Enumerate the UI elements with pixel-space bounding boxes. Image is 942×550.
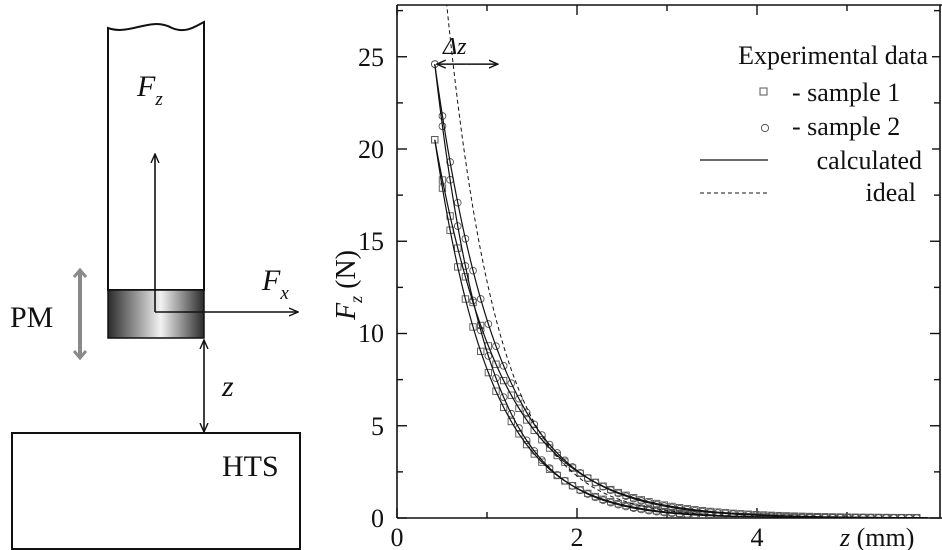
data-point-square <box>507 417 515 426</box>
y-tick-label-3: 15 <box>358 227 384 256</box>
data-point-square <box>454 263 462 271</box>
hts-label: HTS <box>222 450 279 483</box>
y-tick-label-0: 0 <box>371 504 384 533</box>
delta-z-label: Δz <box>442 34 467 60</box>
data-point-square <box>477 347 485 356</box>
data-point-square <box>461 295 470 303</box>
data-point-square <box>492 387 500 395</box>
data-point-circle <box>545 464 554 472</box>
data-point-circle <box>583 474 592 482</box>
data-point-circle <box>499 393 508 402</box>
data-point-square <box>461 273 470 281</box>
y-tick-label-2: 10 <box>358 319 384 348</box>
data-point-square <box>500 376 508 385</box>
legend-title: Experimental data <box>738 41 928 70</box>
legend: Experimental data - sample 1 - sample 2 … <box>660 36 932 208</box>
data-point-circle <box>599 482 607 491</box>
rod-body <box>107 20 205 291</box>
data-point-circle <box>568 482 577 490</box>
data-point-square <box>522 416 531 424</box>
x-tick-label-1: 2 <box>571 523 584 550</box>
data-point-square <box>507 391 515 399</box>
legend-sample2: - sample 2 <box>792 112 900 141</box>
data-point-square <box>500 403 508 412</box>
x-tick-label-2: 4 <box>751 523 764 550</box>
x-tick-label-0: 0 <box>391 523 404 550</box>
gap-label: z <box>221 370 234 403</box>
data-point-square <box>484 368 492 377</box>
fz-label: Fz <box>136 70 163 110</box>
fx-label: Fx <box>261 264 289 304</box>
data-point-circle <box>469 266 477 275</box>
data-point-circle <box>507 409 516 418</box>
data-point-circle <box>461 234 470 243</box>
legend-ideal: ideal <box>865 178 916 207</box>
data-point-circle <box>576 486 585 495</box>
permanent-magnet <box>107 289 205 339</box>
pm-label: PM <box>10 301 53 334</box>
data-series <box>430 5 928 518</box>
data-point-circle <box>560 476 569 485</box>
legend-square-marker <box>759 87 768 96</box>
data-point-circle <box>560 456 569 465</box>
legend-calculated: calculated <box>817 146 922 175</box>
data-point-square <box>454 244 462 252</box>
x-axis-title: z (mm) <box>839 523 914 550</box>
y-tick-label-4: 20 <box>358 135 384 164</box>
data-point-circle <box>476 295 485 303</box>
data-point-square <box>438 176 447 184</box>
legend-sample1: - sample 1 <box>792 78 900 107</box>
data-point-circle <box>515 394 523 403</box>
data-point-circle <box>522 408 531 417</box>
data-point-circle <box>499 361 508 370</box>
data-point-square <box>469 323 477 331</box>
data-point-square <box>515 404 523 412</box>
hts-sample <box>11 432 301 550</box>
data-point-square <box>530 426 538 435</box>
data-point-circle <box>553 471 562 479</box>
ideal-curve <box>446 5 928 518</box>
data-point-circle <box>606 486 615 495</box>
data-point-circle <box>568 463 577 471</box>
legend-circle-marker <box>760 123 770 133</box>
data-point-circle <box>492 374 500 382</box>
data-point-circle <box>591 478 600 487</box>
data-point-circle <box>530 420 539 429</box>
data-point-circle <box>507 379 516 388</box>
data-point-circle <box>576 468 585 477</box>
data-point-circle <box>492 342 500 351</box>
data-point-circle <box>583 490 592 498</box>
y-tick-label-1: 5 <box>371 412 384 441</box>
data-point-circle <box>538 456 546 464</box>
y-axis-title: Fz (N) <box>331 250 366 321</box>
data-point-circle <box>484 320 493 328</box>
y-tick-label-5: 25 <box>358 43 384 72</box>
data-point-circle <box>484 352 493 360</box>
force-chart: 0 2 4 0 5 10 15 20 25 Fz (N) z (mm) Δz E… <box>331 4 942 550</box>
setup-diagram: Fz Fx PM z HTS <box>10 20 301 550</box>
data-point-square <box>492 360 500 368</box>
